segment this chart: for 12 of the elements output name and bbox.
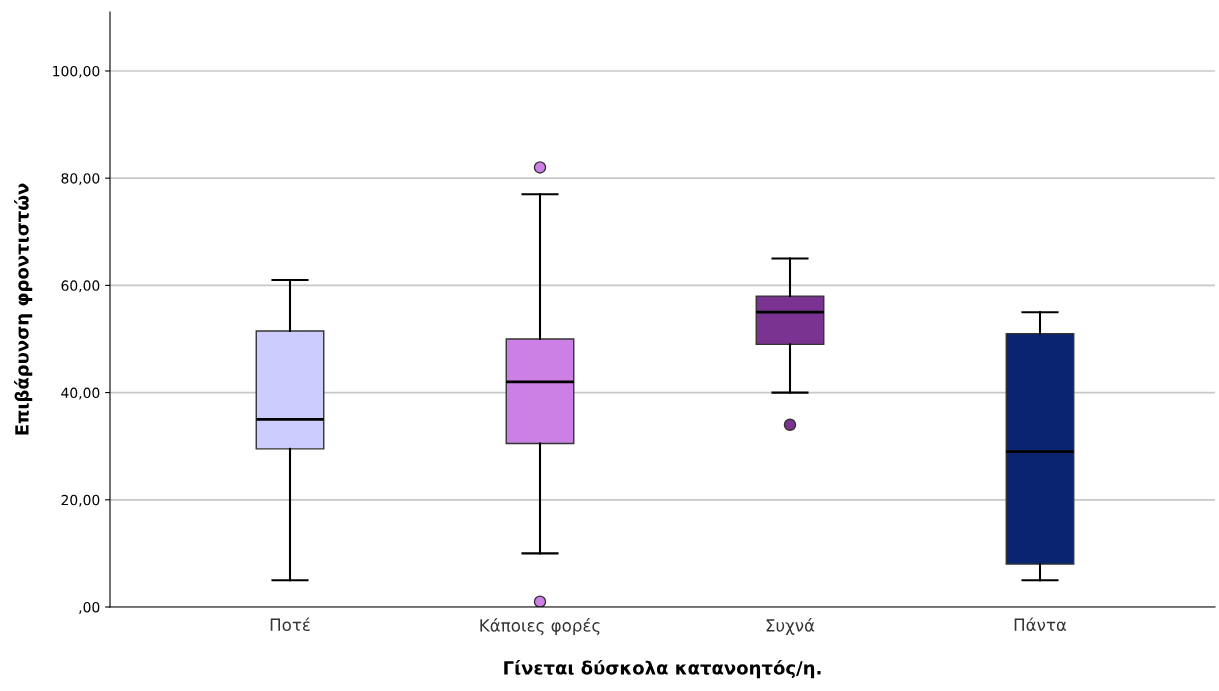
y-tick-label: ,00 (79, 601, 100, 614)
x-axis-title: Γίνεται δύσκολα κατανοητός/η. (504, 659, 821, 679)
y-tick-label: 100,00 (53, 65, 100, 78)
y-tick-label: 80,00 (61, 173, 100, 186)
y-tick-label: 40,00 (61, 387, 100, 400)
x-tick-label: Κάποιες φορές (480, 618, 600, 635)
y-tick-label: 60,00 (61, 280, 100, 293)
x-tick-label: Ποτέ (270, 617, 310, 632)
y-tick-label: 20,00 (61, 494, 100, 507)
x-tick-label: Συχνά (766, 618, 815, 635)
x-tick-label: Πάντα (1014, 617, 1067, 631)
y-axis-title: Επιβάρυνση φροντιστών (14, 183, 33, 435)
